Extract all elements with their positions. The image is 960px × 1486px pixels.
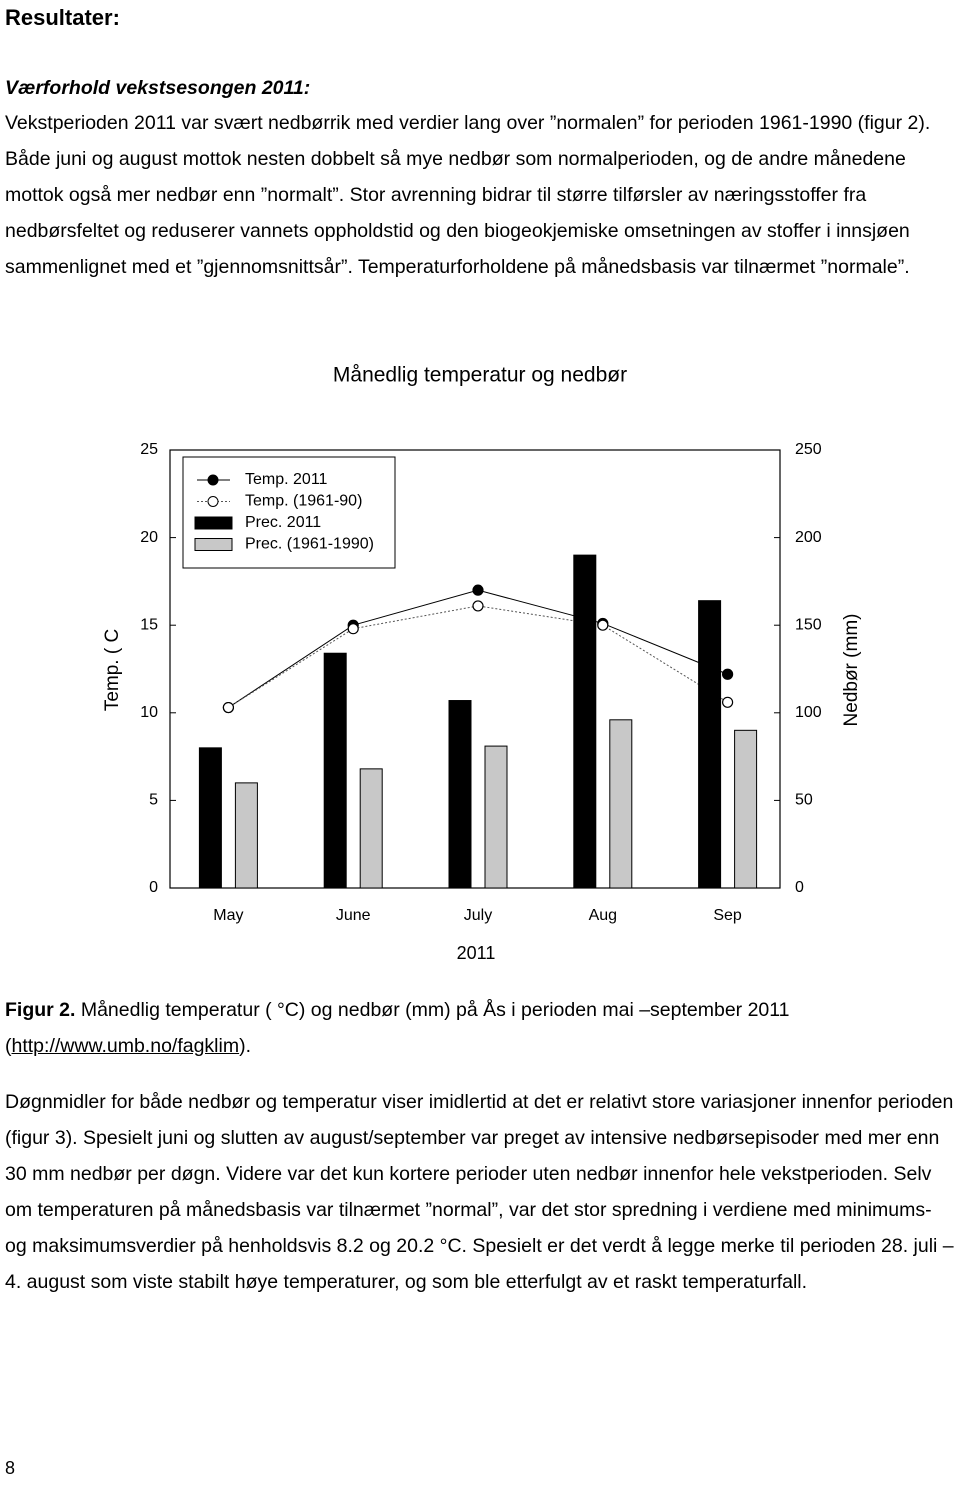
point — [347, 623, 359, 635]
y2-tick-label: 100 — [795, 704, 822, 721]
y2-tick-label: 200 — [795, 529, 822, 546]
y-tick-label: 20 — [140, 529, 158, 546]
legend-label: Temp. (1961-90) — [245, 493, 362, 510]
chart: Månedlig temperatur og nedbør 2011 Temp.… — [102, 364, 862, 963]
x-tick-label: July — [464, 907, 492, 924]
bar — [198, 747, 222, 889]
legend-swatch — [194, 538, 233, 551]
paragraph: Vekstperioden 2011 var svært nedbørrik m… — [5, 112, 931, 278]
point — [222, 701, 234, 714]
line — [228, 605, 728, 708]
caption-end: ). — [239, 1035, 252, 1057]
legend-marker — [207, 474, 219, 486]
paragraph: Døgnmidler for både nedbør og temperatur… — [5, 1091, 954, 1293]
legend-label: Prec. 2011 — [245, 514, 321, 531]
y-tick-label: 0 — [149, 879, 158, 896]
heading: Resultater: — [5, 5, 120, 30]
y-tick-label: 25 — [140, 441, 158, 458]
x-axis-label: 2011 — [457, 943, 496, 963]
legend-label: Prec. (1961-1990) — [245, 536, 374, 553]
point — [721, 668, 734, 680]
y2-tick-label: 250 — [795, 441, 822, 458]
bar — [359, 768, 383, 889]
y2-axis-label: Nedbør (mm) — [841, 614, 862, 727]
y-tick-label: 10 — [140, 704, 158, 721]
y2-tick-label: 0 — [795, 879, 804, 896]
legend-label: Temp. 2011 — [245, 471, 328, 488]
y-axis-label: Temp. ( C — [102, 629, 123, 711]
point — [472, 600, 484, 612]
caption: Figur 2. Månedlig temperatur ( °C) og ne… — [5, 992, 955, 1064]
point — [472, 584, 484, 596]
bar — [448, 700, 472, 889]
bar — [698, 600, 722, 889]
point — [597, 619, 609, 631]
point — [721, 696, 734, 708]
x-tick-label: Aug — [589, 907, 617, 924]
x-tick-label: June — [336, 907, 371, 924]
caption-label: Figur 2. — [5, 999, 76, 1021]
subheading: Værforhold vekstsesongen 2011: — [5, 77, 311, 99]
legend-swatch — [194, 516, 233, 530]
caption-link[interactable]: http://www.umb.no/fagklim — [11, 1035, 240, 1057]
y-tick-label: 5 — [149, 792, 158, 809]
bar — [734, 729, 758, 889]
y-tick-label: 15 — [140, 616, 158, 633]
caption-text: Månedlig temperatur ( °C) og nedbør (mm)… — [5, 999, 790, 1057]
plot-frame — [169, 449, 781, 889]
bar — [234, 782, 258, 889]
page-number: 8 — [5, 1458, 16, 1478]
y2-tick-label: 50 — [795, 792, 813, 809]
chart-title: Månedlig temperatur og nedbør — [333, 364, 627, 387]
y2-tick-label: 150 — [795, 616, 822, 633]
x-tick-label: Sep — [713, 907, 742, 924]
x-tick-label: May — [213, 907, 243, 924]
bar — [484, 745, 508, 889]
legend-marker — [207, 496, 219, 507]
bar — [323, 652, 347, 889]
bar — [609, 719, 633, 889]
bar — [573, 554, 597, 889]
